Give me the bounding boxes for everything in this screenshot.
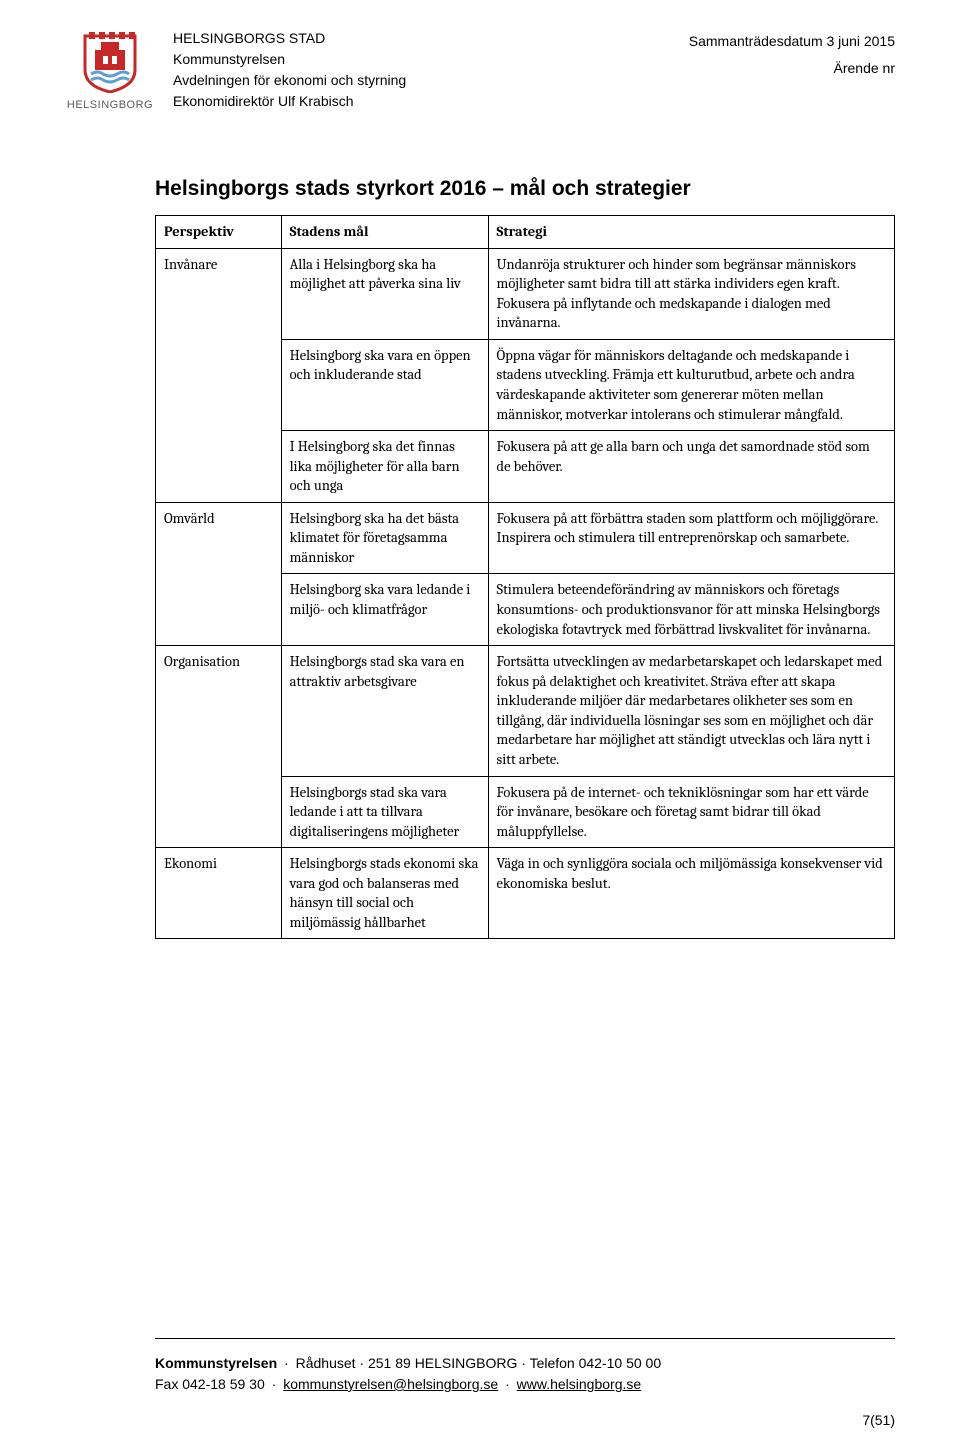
header-left: HELSINGBORGS STAD Kommunstyrelsen Avdeln… [173,28,689,112]
table-row: Invånare Alla i Helsingborg ska ha möjli… [156,248,895,339]
footer-email-link[interactable]: kommunstyrelsen@helsingborg.se [283,1376,498,1392]
separator-dot: · [269,1376,280,1392]
col-stadens-mal: Stadens mål [281,216,488,249]
logo-text: HELSINGBORG [67,99,153,111]
separator-dot: · [502,1376,513,1392]
header-org-3: Avdelningen för ekonomi och styrning [173,70,689,91]
city-crest-icon [81,28,139,93]
cell-mal: Helsingborgs stads ekonomi ska vara god … [281,848,488,939]
footer-line-1: Kommunstyrelsen · Rådhuset · 251 89 HELS… [155,1353,895,1374]
cell-mal: Alla i Helsingborg ska ha möjlighet att … [281,248,488,339]
cell-mal: Helsingborg ska ha det bästa klimatet fö… [281,502,488,574]
cell-perspektiv: Ekonomi [156,848,282,939]
cell-strategi: Undanröja strukturer och hinder som begr… [488,248,894,339]
cell-strategi: Fokusera på de internet- och tekniklösni… [488,776,894,848]
logo-block: HELSINGBORG [65,28,155,111]
main-content: Helsingborgs stads styrkort 2016 – mål o… [155,177,895,939]
cell-mal: I Helsingborg ska det finnas lika möjlig… [281,431,488,503]
cell-mal: Helsingborg ska vara en öppen och inklud… [281,339,488,430]
page-header: HELSINGBORG HELSINGBORGS STAD Kommunstyr… [65,28,895,112]
table-row: Organisation Helsingborgs stad ska vara … [156,646,895,776]
footer-web-link[interactable]: www.helsingborg.se [517,1376,642,1392]
header-org-2: Kommunstyrelsen [173,49,689,70]
cell-strategi: Öppna vägar för människors deltagande oc… [488,339,894,430]
page-footer: Kommunstyrelsen · Rådhuset · 251 89 HELS… [155,1338,895,1395]
cell-mal: Helsingborg ska vara ledande i miljö- oc… [281,574,488,646]
cell-perspektiv: Invånare [156,248,282,502]
cell-perspektiv: Organisation [156,646,282,848]
footer-fax: Fax 042-18 59 30 [155,1376,265,1392]
table-header-row: Perspektiv Stadens mål Strategi [156,216,895,249]
header-org-4: Ekonomidirektör Ulf Krabisch [173,91,689,112]
col-strategi: Strategi [488,216,894,249]
header-org-1: HELSINGBORGS STAD [173,28,689,49]
table-row: Ekonomi Helsingborgs stads ekonomi ska v… [156,848,895,939]
col-perspektiv: Perspektiv [156,216,282,249]
cell-strategi: Fokusera på att förbättra staden som pla… [488,502,894,574]
header-right: Sammanträdesdatum 3 juni 2015 Ärende nr [689,28,895,81]
page-number: 7(51) [862,1412,895,1428]
separator-dot: · [281,1355,292,1371]
table-row: Omvärld Helsingborg ska ha det bästa kli… [156,502,895,574]
footer-line-2: Fax 042-18 59 30 · kommunstyrelsen@helsi… [155,1374,895,1395]
header-date: Sammanträdesdatum 3 juni 2015 [689,28,895,55]
cell-mal: Helsingborgs stad ska vara en attraktiv … [281,646,488,776]
cell-strategi: Stimulera beteendeförändring av människo… [488,574,894,646]
page-title: Helsingborgs stads styrkort 2016 – mål o… [155,177,895,201]
cell-mal: Helsingborgs stad ska vara ledande i att… [281,776,488,848]
styrkort-table: Perspektiv Stadens mål Strategi Invånare… [155,215,895,939]
cell-strategi: Fortsätta utvecklingen av medarbetarskap… [488,646,894,776]
footer-org: Kommunstyrelsen [155,1355,277,1371]
cell-strategi: Fokusera på att ge alla barn och unga de… [488,431,894,503]
cell-strategi: Väga in och synliggöra sociala och miljö… [488,848,894,939]
cell-perspektiv: Omvärld [156,502,282,645]
header-arende: Ärende nr [689,55,895,82]
footer-address: Rådhuset · 251 89 HELSINGBORG · Telefon … [296,1355,662,1371]
